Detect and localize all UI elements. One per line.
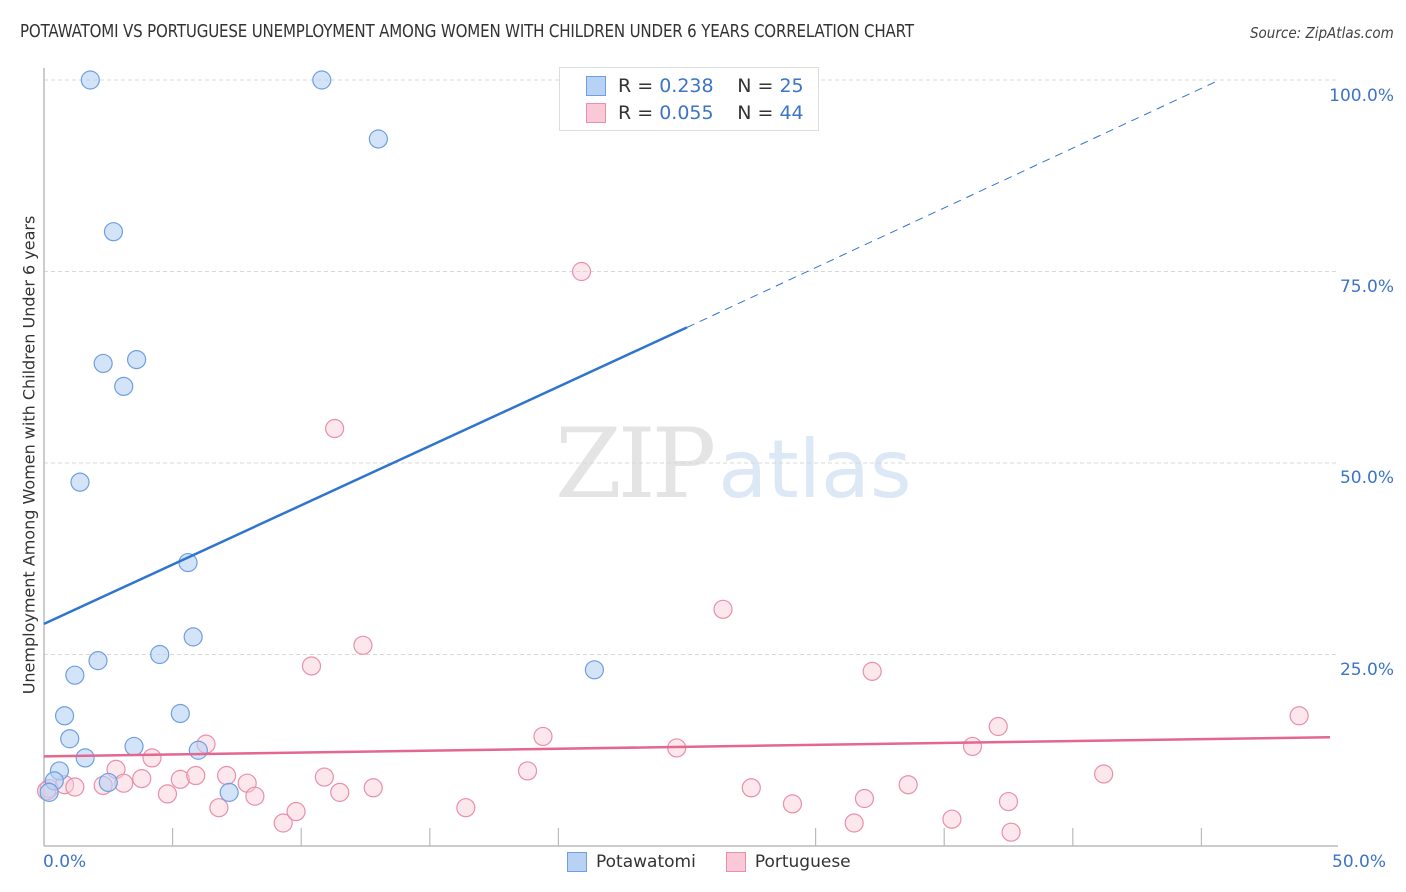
x-tick-50: 50.0%: [1332, 852, 1387, 872]
n-label: N =: [737, 102, 774, 124]
data-point[interactable]: [170, 703, 190, 724]
data-point[interactable]: [517, 761, 538, 781]
data-point[interactable]: [39, 782, 59, 802]
data-point[interactable]: [103, 222, 124, 242]
data-point[interactable]: [456, 798, 476, 818]
data-point[interactable]: [584, 660, 605, 680]
n-value: 25: [779, 75, 804, 97]
data-point[interactable]: [245, 786, 265, 806]
data-point[interactable]: [217, 765, 237, 786]
data-point[interactable]: [962, 736, 983, 757]
legend-item-potawatomi[interactable]: Potawatomi: [567, 852, 696, 872]
potawatomi-points: [39, 70, 605, 802]
data-point[interactable]: [363, 778, 383, 798]
data-point[interactable]: [60, 729, 80, 749]
data-point[interactable]: [114, 376, 134, 396]
data-point[interactable]: [150, 644, 170, 665]
data-point[interactable]: [533, 726, 553, 747]
portuguese-swatch-icon: [586, 103, 606, 123]
data-point[interactable]: [286, 801, 306, 822]
data-point[interactable]: [132, 768, 152, 789]
data-point[interactable]: [183, 627, 203, 647]
series-legend: Potawatomi Portuguese: [567, 852, 881, 872]
n-value: 44: [779, 102, 804, 124]
r-label: R =: [618, 75, 654, 97]
r-label: R =: [618, 102, 654, 124]
data-point[interactable]: [70, 472, 90, 492]
grid-lines: [44, 79, 1338, 655]
portuguese-swatch-icon: [725, 852, 746, 872]
y-tick-75: 75.0%: [1339, 277, 1394, 297]
axes: [43, 68, 1338, 847]
legend-label: Potawatomi: [596, 852, 696, 872]
data-point[interactable]: [188, 740, 208, 760]
data-point[interactable]: [862, 661, 882, 681]
data-point[interactable]: [942, 809, 962, 829]
data-point[interactable]: [782, 794, 803, 814]
data-point[interactable]: [571, 261, 592, 282]
data-point[interactable]: [142, 748, 162, 768]
y-axis-label: Unemployment Among Women with Children U…: [19, 215, 39, 695]
n-label: N =: [737, 75, 774, 97]
legend-row-portuguese: R = 0.055 N = 44: [586, 100, 804, 126]
correlation-legend: R = 0.238 N = 25 R = 0.055 N = 44: [559, 67, 819, 131]
data-point[interactable]: [330, 782, 350, 802]
y-tick-50: 50.0%: [1339, 468, 1394, 488]
data-point[interactable]: [124, 736, 144, 757]
data-point[interactable]: [741, 778, 761, 798]
data-point[interactable]: [186, 765, 206, 786]
data-point[interactable]: [65, 777, 85, 797]
r-value: 0.238: [659, 75, 714, 97]
legend-row-potawatomi: R = 0.238 N = 25: [586, 73, 804, 99]
data-point[interactable]: [209, 798, 229, 818]
potawatomi-trend-line: [43, 326, 688, 625]
data-point[interactable]: [1001, 822, 1021, 842]
data-point[interactable]: [988, 716, 1008, 737]
potawatomi-swatch-icon: [567, 852, 587, 872]
x-tick-0: 0.0%: [43, 852, 87, 872]
data-point[interactable]: [219, 782, 239, 802]
data-point[interactable]: [75, 748, 95, 768]
trend-lines: [43, 79, 1331, 758]
data-point[interactable]: [1289, 706, 1309, 726]
data-point[interactable]: [312, 70, 332, 90]
data-point[interactable]: [314, 767, 334, 787]
potawatomi-swatch-icon: [586, 76, 606, 96]
y-tick-100: 100.0%: [1329, 86, 1394, 106]
legend-label: Portuguese: [754, 852, 851, 872]
data-point[interactable]: [65, 665, 85, 685]
data-point[interactable]: [998, 791, 1019, 812]
data-point[interactable]: [98, 772, 118, 793]
portuguese-trend-line: [43, 735, 1331, 758]
data-point[interactable]: [93, 353, 113, 374]
data-point[interactable]: [126, 349, 147, 370]
data-point[interactable]: [325, 418, 345, 439]
source-label: Source: ZipAtlas.com: [1250, 24, 1394, 42]
data-point[interactable]: [170, 769, 190, 789]
data-point[interactable]: [80, 70, 100, 90]
data-point[interactable]: [1094, 764, 1114, 784]
data-point[interactable]: [713, 599, 733, 619]
data-point[interactable]: [54, 706, 75, 726]
r-value: 0.055: [659, 102, 714, 124]
data-point[interactable]: [273, 813, 293, 833]
y-tick-25: 25.0%: [1339, 660, 1394, 680]
data-point[interactable]: [844, 813, 864, 833]
chart-title: POTAWATOMI VS PORTUGUESE UNEMPLOYMENT AM…: [20, 22, 914, 42]
data-point[interactable]: [353, 635, 373, 655]
data-point[interactable]: [368, 129, 388, 149]
legend-item-portuguese[interactable]: Portuguese: [725, 852, 851, 872]
data-point[interactable]: [88, 651, 108, 671]
data-point[interactable]: [898, 775, 918, 795]
data-point[interactable]: [157, 784, 178, 804]
data-point[interactable]: [301, 656, 322, 676]
data-point[interactable]: [854, 788, 875, 809]
